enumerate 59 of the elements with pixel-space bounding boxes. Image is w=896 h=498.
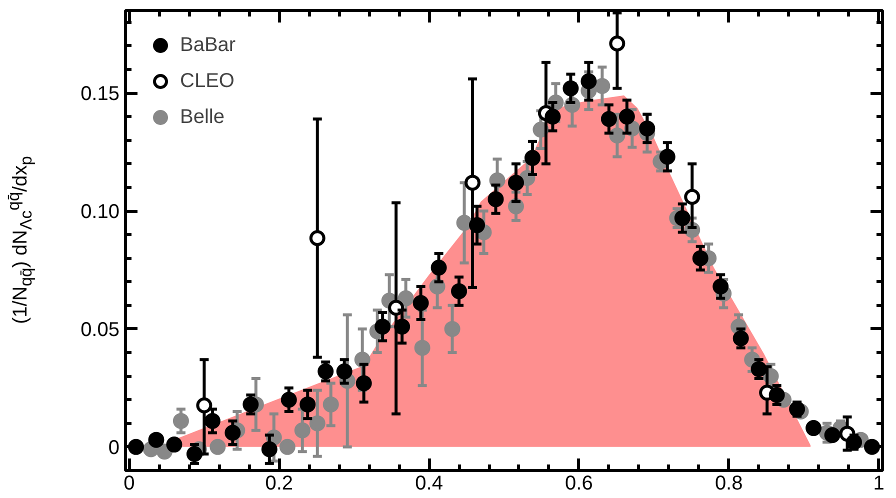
point — [210, 438, 226, 455]
legend-label: CLEO — [180, 70, 234, 92]
y-tick-label: 0.10 — [80, 201, 120, 224]
point — [280, 392, 297, 408]
point — [732, 330, 749, 346]
point — [186, 446, 202, 462]
point — [600, 111, 617, 127]
point — [430, 260, 447, 276]
point — [196, 397, 212, 414]
point — [609, 128, 626, 144]
point — [684, 188, 700, 205]
x-tick-label: 0.6 — [565, 472, 593, 494]
point — [204, 412, 220, 429]
point — [750, 361, 767, 378]
point — [294, 422, 310, 438]
point — [444, 320, 460, 337]
point — [659, 148, 676, 165]
x-tick-label: 0 — [124, 472, 135, 494]
point — [508, 174, 524, 191]
point — [261, 441, 278, 458]
x-tick-label: 0.4 — [415, 472, 443, 494]
y-tick-label: 0.05 — [80, 318, 120, 341]
point — [172, 412, 189, 429]
point — [806, 420, 822, 436]
y-tick-label: 0 — [108, 436, 120, 459]
point — [456, 214, 472, 231]
point — [824, 427, 840, 444]
point — [374, 318, 391, 335]
point — [594, 78, 610, 94]
point — [488, 191, 504, 208]
point — [166, 436, 182, 453]
point — [279, 438, 296, 455]
point — [242, 396, 259, 412]
point — [580, 73, 597, 90]
point — [692, 250, 708, 266]
legend-label: Belle — [180, 106, 224, 128]
point — [309, 415, 326, 432]
point — [309, 230, 326, 246]
point — [464, 174, 481, 191]
point — [336, 363, 352, 380]
point — [148, 432, 164, 448]
point — [674, 210, 690, 226]
y-tick-label: 0.15 — [80, 83, 120, 106]
point — [322, 396, 339, 412]
legend-label: BaBar — [180, 34, 236, 56]
point — [318, 363, 334, 380]
point — [609, 36, 626, 52]
point — [414, 340, 430, 356]
point — [789, 401, 806, 418]
x-tick-label: 0.2 — [265, 472, 294, 494]
point — [394, 318, 410, 335]
point — [398, 290, 414, 306]
point — [224, 424, 241, 441]
x-tick-label: 1 — [873, 472, 884, 494]
point — [768, 387, 785, 403]
x-tick-label: 0.8 — [714, 472, 743, 494]
point — [639, 120, 656, 136]
point — [451, 283, 468, 300]
point — [469, 217, 486, 234]
